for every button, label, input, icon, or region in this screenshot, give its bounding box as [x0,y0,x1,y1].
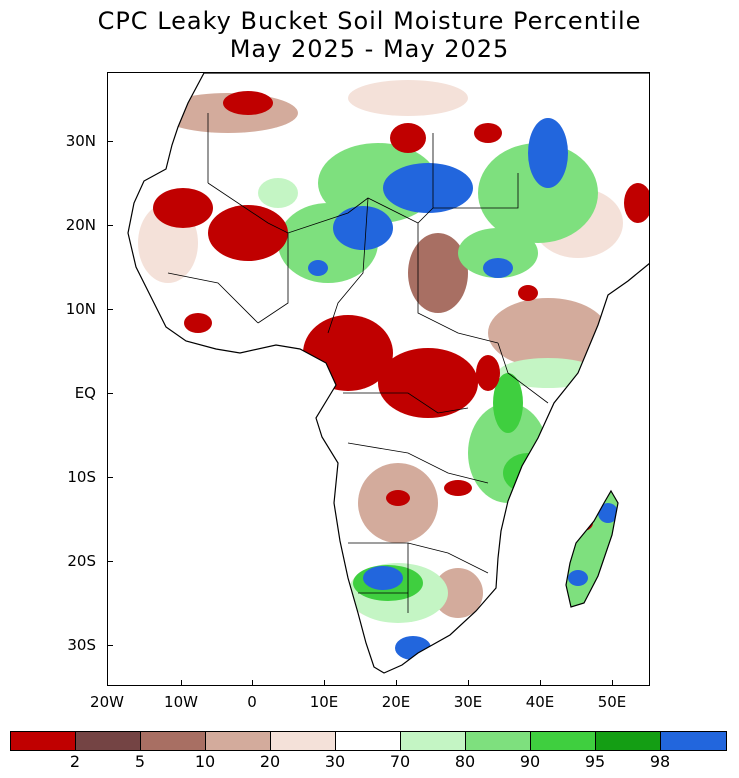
colorbar-label: 20 [259,752,281,771]
colorbar-segment [271,732,336,750]
lon-tick [324,680,325,686]
lat-tick [107,645,113,646]
colorbar-label: 10 [194,752,216,771]
lon-tick [181,680,182,686]
lat-tick [107,225,113,226]
lon-label-10e: 10E [309,693,339,711]
colorbar-label: 5 [134,752,146,771]
lat-tick [107,477,113,478]
lon-tick [107,680,108,686]
madagascar-coastline [565,489,619,608]
colorbar-label: 80 [454,752,476,771]
lat-label-20n: 20N [65,216,96,234]
colorbar-segment [596,732,661,750]
colorbar-label: 90 [519,752,541,771]
colorbar-label: 2 [69,752,81,771]
lon-tick [252,680,253,686]
colorbar-segment [206,732,271,750]
colorbar-label: 30 [324,752,346,771]
lon-label-40e: 40E [525,693,555,711]
lon-tick [540,680,541,686]
lon-label-10w: 10W [164,693,198,711]
lon-label-50e: 50E [597,693,627,711]
lon-tick [612,680,613,686]
colorbar-label: 95 [584,752,606,771]
lat-label-30s: 30S [67,636,96,654]
colorbar-segment [401,732,466,750]
chart-title-line1: CPC Leaky Bucket Soil Moisture Percentil… [97,7,642,35]
lat-label-10n: 10N [65,300,96,318]
colorbar-segment [661,732,726,750]
lat-label-10s: 10S [67,468,96,486]
lon-label-20e: 20E [381,693,411,711]
africa-map [127,73,649,674]
lat-tick [107,561,113,562]
colorbar-segment [466,732,531,750]
lon-tick [396,680,397,686]
lon-label-20w: 20W [90,693,124,711]
colorbar-segment [336,732,401,750]
africa-coastline [127,73,649,674]
colorbar-label: 98 [649,752,671,771]
lat-label-20s: 20S [67,552,96,570]
colorbar-segment [11,732,76,750]
lat-label-eq: EQ [74,384,96,402]
colorbar-label: 70 [389,752,411,771]
lon-tick [468,680,469,686]
lat-label-30n: 30N [65,132,96,150]
country-borders [167,113,549,613]
lat-tick [107,393,113,394]
lon-label-0: 0 [247,693,257,711]
colorbar-segment [141,732,206,750]
colorbar-segment [531,732,596,750]
lon-label-30e: 30E [453,693,483,711]
lat-tick [107,141,113,142]
chart-title-line2: May 2025 - May 2025 [229,35,510,63]
lat-tick [107,309,113,310]
colorbar [10,731,727,751]
map-panel [107,72,650,686]
colorbar-segment [76,732,141,750]
